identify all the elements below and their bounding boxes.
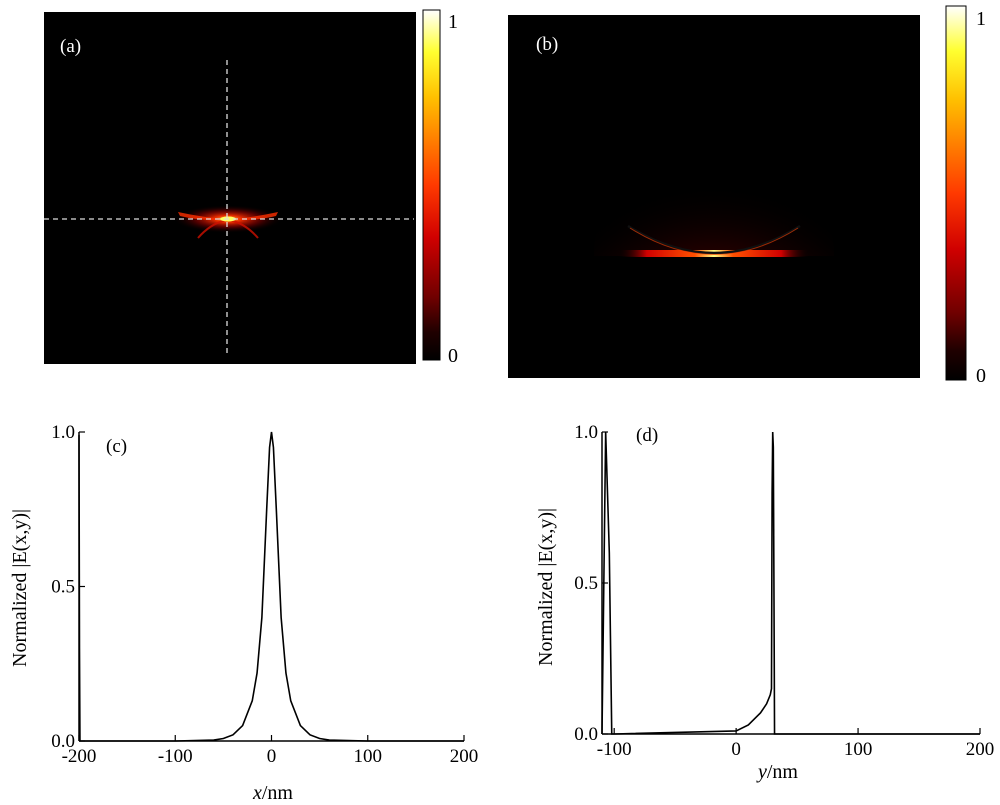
chart-c-x-tick-label: 100: [354, 746, 383, 767]
chart-c-y-tick-label: 0.0: [51, 731, 75, 752]
colorbar-b-bar: [945, 5, 967, 381]
heatmap-b-lower-mask: [508, 256, 920, 378]
chart-d-xlabel-unit: /nm: [767, 761, 799, 783]
chart-c-xlabel-var: x: [252, 782, 262, 804]
colorbar-b-min-label: 0: [976, 365, 986, 387]
chart-c-y-tick-label: 1.0: [51, 422, 75, 443]
chart-c-xlabel: x/nm: [252, 782, 293, 804]
colorbar-b: 1 0: [945, 5, 986, 387]
chart-d: (d) Normalized |E(x,y)| y/nm -100 0 100 200…: [535, 422, 994, 783]
panel-label-b: (b): [536, 34, 558, 55]
heatmap-a-lobe-right: [228, 212, 278, 220]
chart-d-y-tick-label: 0.5: [574, 573, 598, 594]
colorbar-a-bar: [422, 9, 441, 361]
heatmap-a: (a): [44, 12, 416, 364]
heatmap-b: (b): [508, 15, 920, 378]
panel-label-d: (d): [636, 425, 658, 446]
colorbar-a-max-label: 1: [448, 11, 458, 33]
chart-d-y-tick-label: 1.0: [574, 422, 598, 443]
chart-d-ylabel: Normalized |E(x,y)|: [535, 508, 557, 666]
chart-c-x-tick-label: 0: [267, 746, 277, 767]
chart-c-xlabel-unit: /nm: [262, 782, 294, 804]
chart-d-x-tick-label: 200: [966, 739, 995, 760]
chart-d-x-tick-label: 100: [844, 739, 873, 760]
chart-c-series-line: [78, 431, 464, 742]
heatmap-b-particle-edge: [627, 224, 801, 255]
chart-c-x-tick-label: -100: [158, 746, 193, 767]
chart-d-xlabel-var: y: [756, 761, 767, 783]
colorbar-b-max-label: 1: [976, 8, 986, 30]
colorbar-a-min-label: 0: [448, 345, 458, 367]
chart-d-series-line: [601, 431, 980, 735]
chart-c-x-tick-label: 200: [450, 746, 479, 767]
chart-c: (c) Normalized |E(x,y)| x/nm -200 -100 0 10…: [9, 422, 478, 804]
chart-d-xlabel: y/nm: [756, 761, 798, 783]
heatmap-a-background: [44, 12, 416, 364]
chart-c-y-tick-label: 0.5: [51, 577, 75, 598]
chart-d-x-tick-label: -100: [597, 739, 632, 760]
heatmap-b-particle-rim: [629, 227, 799, 255]
panel-label-c: (c): [106, 436, 127, 457]
chart-d-x-tick-label: 0: [731, 739, 741, 760]
chart-c-ylabel: Normalized |E(x,y)|: [9, 509, 31, 667]
panel-label-a: (a): [60, 36, 81, 57]
heatmap-a-lobe-left: [178, 212, 228, 220]
colorbar-a: 1 0: [422, 9, 458, 367]
chart-c-x-tick-label: -200: [62, 746, 97, 767]
chart-d-y-tick-label: 0.0: [574, 724, 598, 745]
